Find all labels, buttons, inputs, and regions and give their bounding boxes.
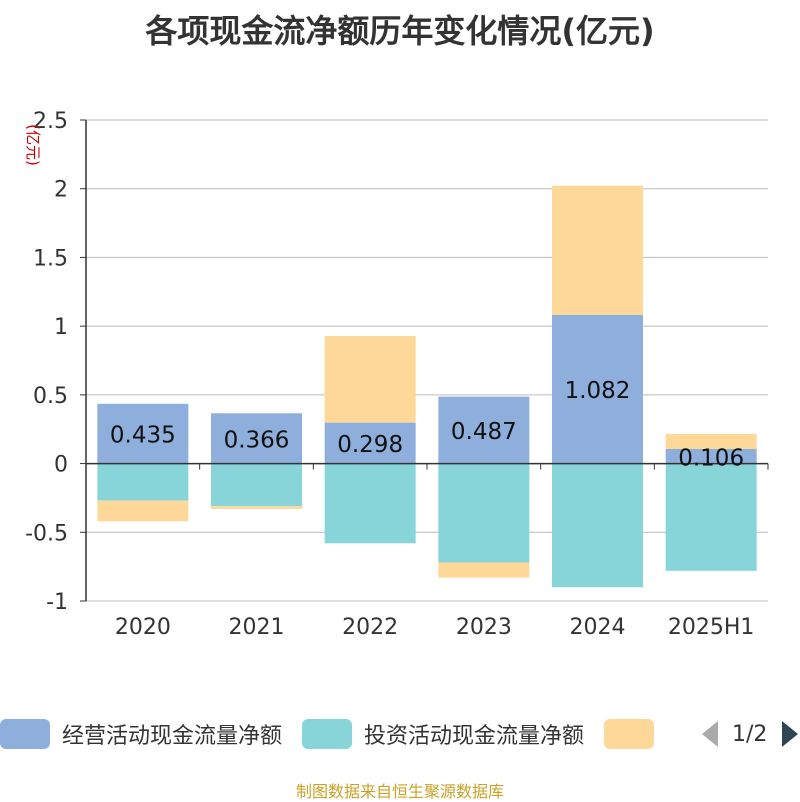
pager-text: 1/2 [732, 721, 768, 747]
bar-series-2 [438, 562, 530, 578]
bar-series-2 [97, 500, 189, 522]
bar-series-1 [324, 463, 416, 544]
legend-swatch-investing [302, 719, 353, 749]
x-tick-label: 2021 [229, 615, 285, 640]
data-label: 0.366 [224, 427, 290, 453]
stacked-bar-chart: -1 -0.5 0 0.5 1 1.5 2 2.5 2020 2021 2022 2023 2024 20… [24, 109, 769, 640]
bar-series-0 [665, 449, 757, 464]
data-label: 0.106 [678, 445, 744, 471]
bar-series-1 [211, 463, 302, 507]
data-label: 0.487 [451, 419, 517, 445]
legend-label-investing: 投资活动现金流量净额 [364, 724, 585, 749]
x-tick-label: 2022 [342, 615, 398, 640]
y-tick-label: 1.5 [33, 246, 68, 271]
x-tick-label: 2024 [570, 615, 626, 640]
bar-series-2 [211, 506, 302, 509]
data-label: 1.082 [565, 378, 631, 404]
y-tick-label: 2 [54, 178, 68, 203]
bar-series-0 [438, 396, 530, 464]
legend-swatch-third-series [604, 719, 655, 749]
x-tick-label: 2023 [456, 615, 512, 640]
x-tick-label: 2025H1 [668, 615, 755, 640]
data-label-layer: 0.435 0.366 0.298 0.487 1.082 0.106 [110, 378, 744, 471]
legend-item-operating[interactable]: 经营活动现金流量净额 [0, 718, 282, 750]
y-tick-label: 0 [54, 453, 68, 478]
axis-layer: -1 -0.5 0 0.5 1 1.5 2 2.5 2020 2021 2022 2023 2024 20… [25, 109, 769, 640]
legend-pager: 1/2 [0, 716, 800, 752]
bar-series-1 [97, 463, 189, 501]
bar-series-2 [552, 185, 643, 315]
y-tick-label: -1 [46, 590, 68, 615]
pager-prev-icon[interactable] [700, 719, 720, 749]
bar-series-2 [665, 433, 757, 450]
bar-series-0 [324, 422, 416, 464]
bar-layer [97, 185, 757, 588]
source-note: 制图数据来自恒生聚源数据库 [295, 782, 504, 801]
legend-swatch-operating [0, 719, 50, 749]
chart-title: 各项现金流净额历年变化情况(亿元) [145, 12, 655, 50]
data-label: 0.298 [337, 432, 403, 458]
y-tick-label: -0.5 [25, 521, 68, 546]
bar-series-0 [552, 314, 643, 464]
bar-series-0 [97, 403, 189, 464]
legend: 经营活动现金流量净额 投资活动现金流量净额 [0, 716, 686, 752]
legend-item-investing[interactable]: 投资活动现金流量净额 [302, 718, 584, 750]
y-axis-unit-label: (亿元) [24, 124, 42, 166]
bar-series-1 [438, 463, 530, 563]
legend-label-operating: 经营活动现金流量净额 [62, 724, 283, 749]
pager-next-icon[interactable] [780, 719, 800, 749]
x-tick-label: 2020 [115, 615, 171, 640]
y-tick-label: 2.5 [33, 109, 68, 134]
data-label: 0.435 [110, 423, 176, 449]
y-tick-label: 0.5 [33, 384, 68, 409]
y-tick-label: 1 [54, 315, 68, 340]
legend-item-third-series[interactable] [604, 719, 666, 749]
bar-series-0 [211, 413, 302, 464]
bar-series-1 [665, 463, 757, 571]
bar-series-2 [324, 336, 416, 423]
bar-series-1 [552, 463, 643, 588]
